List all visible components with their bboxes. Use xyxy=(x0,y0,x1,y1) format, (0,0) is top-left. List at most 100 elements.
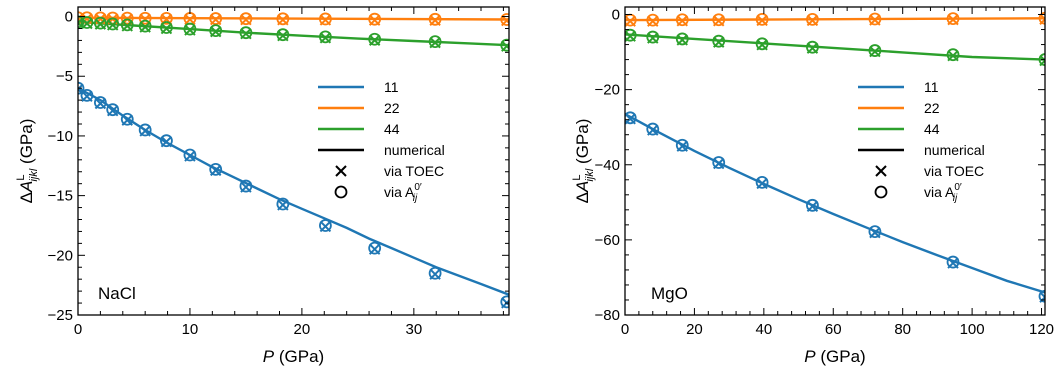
data-point-44-1 xyxy=(80,16,94,30)
data-point-44-8 xyxy=(1038,53,1045,67)
marker-circle xyxy=(675,13,689,27)
marker-circle xyxy=(78,15,85,29)
marker-circle xyxy=(946,48,960,62)
data-point-22-2 xyxy=(675,13,689,27)
legend-entry-label: 11 xyxy=(924,79,939,95)
marker-x-b xyxy=(277,199,289,211)
marker-circle xyxy=(209,24,223,38)
marker-circle xyxy=(93,96,107,109)
marker-x-b xyxy=(756,39,768,51)
marker-circle xyxy=(428,12,442,26)
marker-x-b xyxy=(713,15,725,27)
marker-x-b xyxy=(184,24,196,36)
marker-circle xyxy=(80,88,94,102)
marker-x-b xyxy=(209,13,222,26)
marker-x-b xyxy=(647,124,659,136)
data-point-11-1 xyxy=(80,88,94,103)
legend-entry-label: numerical xyxy=(924,142,985,158)
marker-x-b xyxy=(209,164,222,177)
marker-circle xyxy=(209,162,223,176)
marker-x-b xyxy=(139,21,151,33)
legend-entry-label: 22 xyxy=(384,100,400,116)
x-tick-label: 120 xyxy=(1029,321,1054,338)
legend-x-marker-b xyxy=(335,165,347,177)
marker-circle xyxy=(806,198,819,212)
marker-circle xyxy=(239,12,253,26)
data-point-44-4 xyxy=(120,18,134,32)
marker-circle xyxy=(106,103,120,117)
y-tick-label: −80 xyxy=(595,307,620,324)
marker-circle xyxy=(239,179,253,193)
curve-11-mgo xyxy=(625,112,1045,294)
marker-circle xyxy=(868,44,882,57)
data-point-22-6 xyxy=(868,12,882,26)
x-axis-label: P (GPa) xyxy=(804,347,865,366)
legend-entry-label: 44 xyxy=(384,121,400,137)
data-point-11-13 xyxy=(428,266,442,280)
x-tick-label: 80 xyxy=(894,321,911,338)
data-point-44-12 xyxy=(368,32,382,46)
data-point-11-10 xyxy=(276,197,290,211)
marker-x-b xyxy=(277,14,289,26)
marker-x-b xyxy=(368,243,381,255)
data-point-22-13 xyxy=(428,12,442,27)
x-tick-label: 100 xyxy=(960,321,985,338)
data-point-44-7 xyxy=(946,48,960,62)
data-point-22-11 xyxy=(319,12,332,26)
marker-x-b xyxy=(106,104,119,117)
y-tick-label: 0 xyxy=(65,9,73,26)
data-point-11-8 xyxy=(209,162,223,177)
data-point-44-0 xyxy=(625,28,637,42)
marker-circle xyxy=(319,12,332,26)
legend-entry-label: 22 xyxy=(924,100,940,116)
marker-x-b xyxy=(429,36,441,49)
data-point-44-5 xyxy=(806,40,819,54)
marker-circle xyxy=(806,12,819,26)
y-tick-label: −60 xyxy=(595,232,620,249)
marker-x-b xyxy=(869,226,881,239)
marker-x-b xyxy=(947,49,959,62)
marker-x-b xyxy=(756,177,768,190)
curve-11-nacl xyxy=(78,87,509,296)
data-point-44-7 xyxy=(183,22,197,36)
data-point-44-10 xyxy=(276,28,290,42)
y-tick-label: 0 xyxy=(612,7,620,24)
data-point-44-2 xyxy=(93,16,107,30)
marker-circle xyxy=(276,28,290,42)
marker-circle xyxy=(428,35,442,49)
data-point-11-4 xyxy=(755,176,769,190)
data-point-22-14 xyxy=(500,13,509,27)
marker-x-a xyxy=(1039,291,1045,299)
marker-circle xyxy=(160,11,173,25)
data-point-44-2 xyxy=(675,32,689,46)
marker-circle xyxy=(1038,289,1045,303)
marker-x-b xyxy=(368,34,381,46)
y-axis-label: ΔALijkl (GPa) xyxy=(15,119,40,204)
data-point-11-5 xyxy=(806,198,819,213)
marker-circle xyxy=(625,28,637,42)
marker-circle xyxy=(675,32,689,46)
data-point-11-9 xyxy=(239,179,253,193)
marker-x-b xyxy=(947,13,959,26)
data-point-44-13 xyxy=(428,35,442,49)
panel-label: MgO xyxy=(651,284,688,303)
marker-circle xyxy=(1038,53,1045,66)
marker-x-b xyxy=(106,19,119,31)
data-point-22-10 xyxy=(276,12,290,26)
marker-circle xyxy=(428,266,442,280)
marker-circle xyxy=(209,12,223,25)
marker-x-b xyxy=(319,32,332,44)
data-point-11-12 xyxy=(368,241,382,255)
y-tick-label: −25 xyxy=(48,307,73,324)
marker-x-b xyxy=(869,14,881,26)
marker-x-b xyxy=(319,14,332,26)
data-point-11-7 xyxy=(946,255,960,269)
marker-x-b xyxy=(160,135,173,148)
data-point-44-11 xyxy=(319,30,332,44)
marker-x-b xyxy=(94,18,107,30)
marker-x-b xyxy=(625,15,636,27)
x-tick-label: 20 xyxy=(294,321,311,338)
marker-x-b xyxy=(184,13,196,26)
marker-circle xyxy=(138,19,152,33)
